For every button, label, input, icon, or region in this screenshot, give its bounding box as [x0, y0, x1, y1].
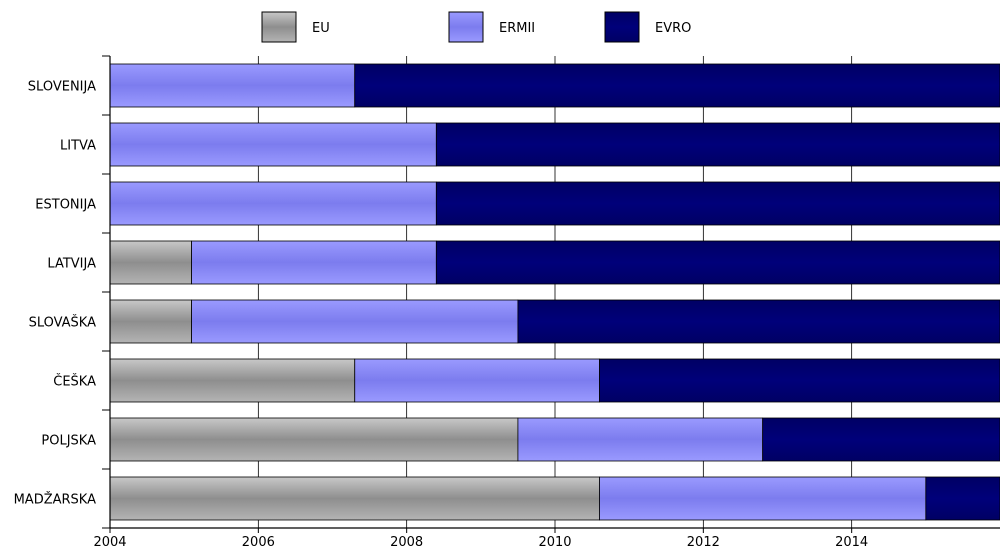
x-tick-label: 2006 — [242, 535, 275, 550]
category-label: POLJSKA — [41, 434, 96, 449]
category-label: LATVIJA — [47, 257, 96, 272]
bar-poljska-eu — [109, 417, 519, 462]
bar-litva-ermii — [109, 122, 437, 167]
bar-češka-ermii — [354, 358, 600, 403]
legend-label-ermii: ERMII — [499, 21, 535, 36]
category-label: ČEŠKA — [53, 374, 96, 390]
category-label: MADŽARSKA — [14, 492, 96, 508]
bar-češka-eu — [109, 358, 356, 403]
legend-swatch-evro — [604, 11, 640, 43]
bar-slovenija-ermii — [109, 63, 356, 108]
category-label: SLOVENIJA — [28, 80, 96, 95]
x-tick-label: 2004 — [93, 535, 126, 550]
legend-label-evro: EVRO — [655, 21, 691, 36]
x-tick-label: 2014 — [835, 535, 868, 550]
x-tick-label: 2010 — [538, 535, 571, 550]
bar-madžarska-evro — [925, 476, 1000, 521]
x-tick-label: 2012 — [687, 535, 720, 550]
bar-latvija-evro — [435, 240, 1000, 285]
bar-estonija-ermii — [109, 181, 437, 226]
bar-slovenija-evro — [354, 63, 1000, 108]
bar-madžarska-ermii — [599, 476, 927, 521]
bar-poljska-ermii — [517, 417, 764, 462]
bar-poljska-evro — [762, 417, 1000, 462]
bar-estonija-evro — [435, 181, 1000, 226]
axes: SLOVENIJA LITVA ESTONIJA LATVIJA SLOVAŠKA ČEŠ… — [14, 55, 1000, 550]
legend-swatch-eu — [261, 11, 297, 43]
category-label: LITVA — [60, 139, 96, 154]
legend-swatch-ermii — [448, 11, 484, 43]
bars — [109, 63, 1000, 521]
bar-slovaška-eu — [109, 299, 192, 344]
category-label: SLOVAŠKA — [29, 315, 97, 331]
bar-madžarska-eu — [109, 476, 600, 521]
bar-slovaška-ermii — [191, 299, 519, 344]
bar-latvija-eu — [109, 240, 192, 285]
bar-slovaška-evro — [517, 299, 1000, 344]
bar-latvija-ermii — [191, 240, 437, 285]
x-tick-label: 2008 — [390, 535, 423, 550]
legend: EU ERMII EVRO — [261, 11, 691, 43]
bar-litva-evro — [435, 122, 1000, 167]
bar-češka-evro — [599, 358, 1000, 403]
legend-label-eu: EU — [312, 21, 330, 36]
category-label: ESTONIJA — [35, 198, 96, 213]
